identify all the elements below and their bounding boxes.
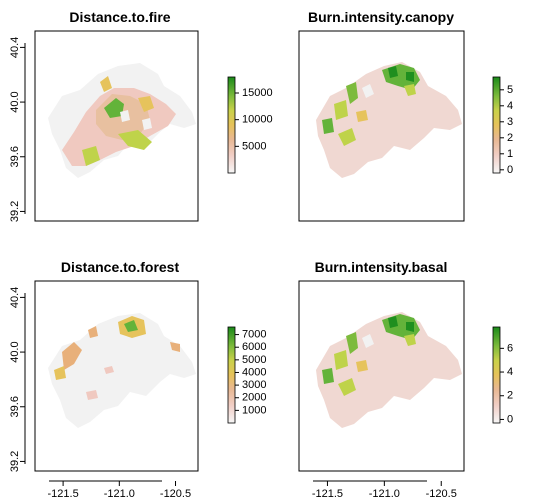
colour-key bbox=[492, 326, 501, 424]
x-axis-ticks: -121.5 -121.0 -120.5 bbox=[48, 481, 191, 500]
panel-distance-to-fire: Distance.to.fire 39.2 39.6 40.0 40.4 5000 10… bbox=[9, 9, 273, 222]
panel-title: Distance.to.fire bbox=[69, 9, 170, 25]
x-tick-label: -121.5 bbox=[48, 488, 79, 500]
colour-key-tick-label: 4000 bbox=[242, 366, 266, 378]
panel-distance-to-forest: Distance.to.forest 39.2 39.6 40.0 40.4 -121… bbox=[9, 259, 266, 500]
colour-key-tick-label: 1 bbox=[507, 148, 513, 160]
colour-key bbox=[227, 326, 236, 424]
y-tick-label: 39.6 bbox=[9, 396, 21, 417]
panel-title: Burn.intensity.basal bbox=[315, 259, 448, 275]
panel-burn-intensity-basal: Burn.intensity.basal -121.5 -121.0 -120.5 … bbox=[298, 259, 513, 500]
colour-key-ticks: 0 1 2 3 4 5 bbox=[500, 84, 513, 176]
colour-key bbox=[492, 76, 501, 174]
colour-key-tick-label: 10000 bbox=[242, 114, 273, 126]
colour-key-tick-label: 15000 bbox=[242, 87, 273, 99]
y-tick-label: 39.6 bbox=[9, 146, 21, 167]
x-tick-label: -120.5 bbox=[160, 488, 191, 500]
plot-frame bbox=[298, 30, 465, 222]
x-tick-label: -121.0 bbox=[104, 488, 135, 500]
y-tick-label: 40.4 bbox=[9, 37, 21, 58]
colour-key-tick-label: 1000 bbox=[242, 404, 266, 416]
panel-burn-intensity-canopy: Burn.intensity.canopy 0 1 2 3 4 5 bbox=[298, 9, 513, 222]
colour-key-tick-label: 0 bbox=[507, 413, 513, 425]
colour-key-tick-label: 6000 bbox=[242, 341, 266, 353]
y-axis-ticks: 39.2 39.6 40.0 40.4 bbox=[9, 287, 25, 472]
colour-key-ticks: 0 2 4 6 bbox=[500, 342, 513, 425]
raster-map bbox=[316, 62, 462, 178]
x-axis-ticks: -121.5 -121.0 -120.5 bbox=[312, 481, 457, 500]
plot-frame bbox=[34, 30, 199, 222]
colour-key-tick-label: 2 bbox=[507, 390, 513, 402]
colour-key bbox=[227, 76, 236, 174]
plot-frame bbox=[34, 280, 199, 472]
colour-key-tick-label: 2 bbox=[507, 132, 513, 144]
y-tick-label: 39.2 bbox=[9, 451, 21, 472]
y-axis-ticks: 39.2 39.6 40.0 40.4 bbox=[9, 37, 25, 222]
colour-key-tick-label: 7000 bbox=[242, 329, 266, 341]
y-tick-label: 39.2 bbox=[9, 201, 21, 222]
raster-map bbox=[48, 63, 196, 178]
y-tick-label: 40.4 bbox=[9, 287, 21, 308]
colour-key-tick-label: 6 bbox=[507, 342, 513, 354]
plot-frame bbox=[298, 280, 465, 472]
colour-key-tick-label: 5000 bbox=[242, 140, 266, 152]
y-tick-label: 40.0 bbox=[9, 91, 21, 112]
y-tick-label: 40.0 bbox=[9, 341, 21, 362]
colour-key-tick-label: 2000 bbox=[242, 392, 266, 404]
x-tick-label: -121.5 bbox=[312, 488, 343, 500]
raster-map bbox=[316, 312, 462, 428]
raster-map bbox=[48, 313, 196, 428]
colour-key-tick-label: 5000 bbox=[242, 354, 266, 366]
x-tick-label: -121.0 bbox=[369, 488, 400, 500]
colour-key-tick-label: 4 bbox=[507, 100, 513, 112]
colour-key-ticks: 5000 10000 15000 bbox=[235, 87, 273, 152]
colour-key-tick-label: 3000 bbox=[242, 379, 266, 391]
colour-key-tick-label: 3 bbox=[507, 116, 513, 128]
panel-title: Distance.to.forest bbox=[61, 259, 180, 275]
colour-key-tick-label: 4 bbox=[507, 366, 513, 378]
panel-title: Burn.intensity.canopy bbox=[308, 9, 454, 25]
x-tick-label: -120.5 bbox=[426, 488, 457, 500]
colour-key-tick-label: 0 bbox=[507, 164, 513, 176]
colour-key-tick-label: 5 bbox=[507, 84, 513, 96]
